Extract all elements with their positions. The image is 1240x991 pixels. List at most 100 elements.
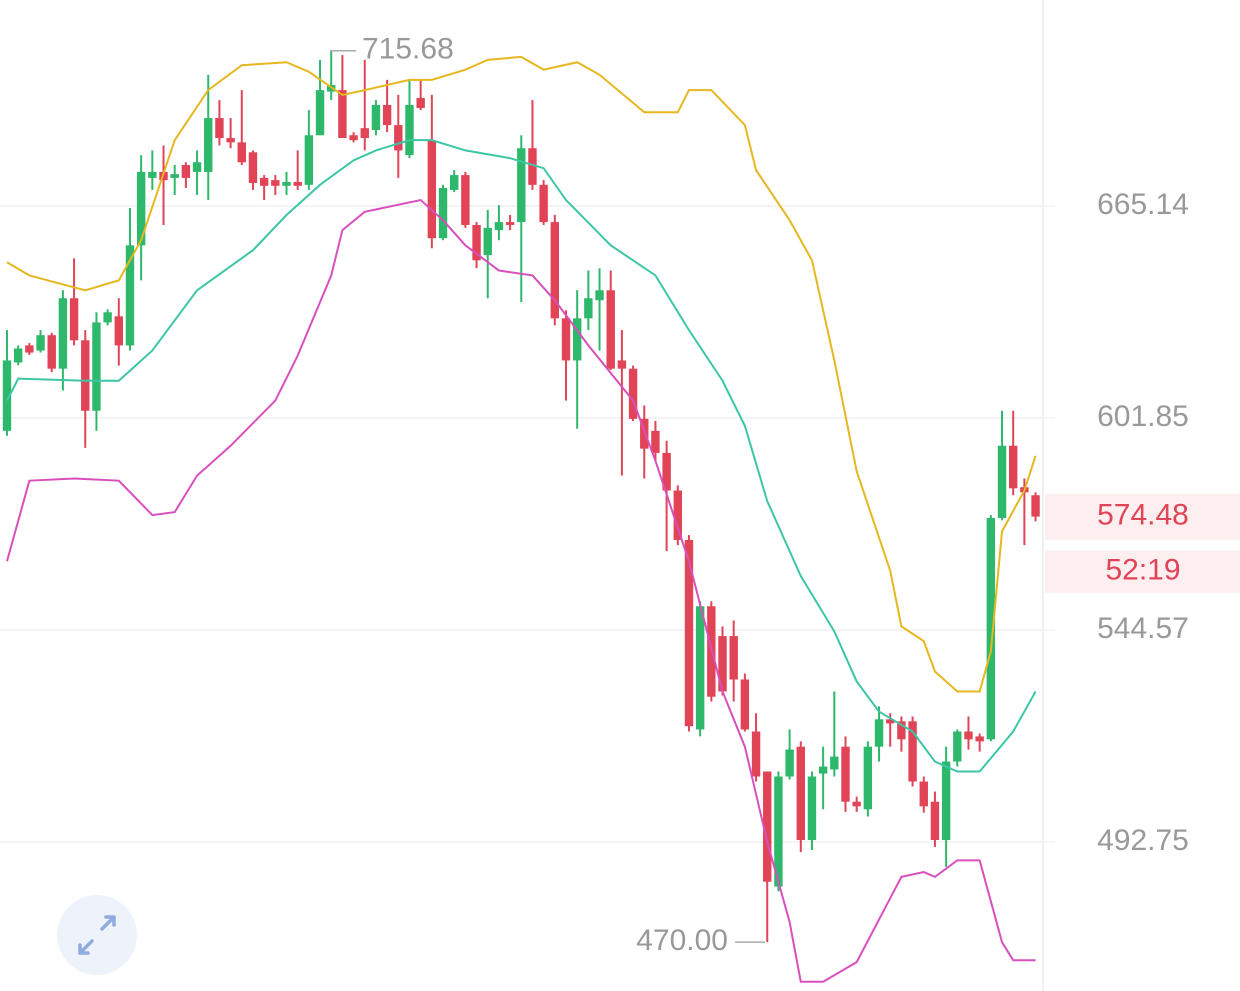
candle-body	[2, 360, 12, 431]
candle-body	[416, 97, 425, 108]
candle-body	[997, 445, 1007, 519]
candle-body	[628, 368, 638, 419]
candle-body	[438, 187, 448, 239]
candle-body	[92, 322, 101, 411]
candle-body	[584, 298, 593, 319]
expand-icon[interactable]	[78, 915, 116, 955]
candle-body	[617, 360, 627, 369]
candle-body	[248, 152, 258, 183]
candle-body	[114, 316, 123, 346]
candle-body	[36, 335, 45, 351]
candle-body	[360, 128, 369, 139]
candle-body	[382, 104, 392, 126]
candle-body	[908, 721, 917, 782]
band-line	[6, 139, 1037, 773]
min-label: 470.00	[636, 924, 728, 957]
band-line	[6, 198, 1036, 983]
candle-body	[215, 118, 224, 139]
y-tick-label: 665.14	[1097, 188, 1189, 221]
candle-body	[1009, 445, 1018, 489]
candle-body	[338, 90, 347, 139]
candle-body	[941, 761, 951, 841]
candle-body	[204, 118, 213, 172]
candle-body	[695, 606, 705, 730]
candle-body	[461, 175, 470, 225]
candle-body	[561, 318, 571, 361]
candle-body	[964, 731, 973, 740]
candle-body	[729, 636, 738, 680]
candle-body	[81, 340, 90, 411]
candle-body	[13, 348, 23, 363]
candle-body	[450, 175, 459, 190]
last-price-label: 574.48	[1097, 499, 1189, 532]
band-line	[6, 55, 1037, 693]
candle-body	[751, 731, 761, 777]
candle-body	[539, 184, 548, 223]
candle-body	[349, 135, 358, 141]
countdown-box	[1045, 550, 1240, 593]
candle-body	[740, 679, 750, 730]
candle-body	[684, 539, 694, 727]
candle-body	[818, 766, 828, 774]
candle-body	[796, 746, 805, 841]
candle-body	[226, 138, 235, 143]
candle-body	[315, 90, 325, 136]
candle-body	[58, 298, 68, 369]
candle-body	[930, 801, 940, 841]
candle-body	[371, 104, 381, 131]
y-tick-label: 544.57	[1097, 612, 1189, 645]
candle-body	[550, 222, 560, 319]
candle-body	[505, 222, 515, 225]
candle-body	[293, 181, 302, 186]
candle-body	[528, 148, 537, 185]
candle-body	[774, 776, 783, 887]
candle-body	[47, 335, 56, 369]
candle-body	[271, 180, 280, 186]
candle-body	[170, 174, 179, 178]
candle-body	[606, 290, 615, 369]
y-tick-label: 601.85	[1097, 400, 1189, 433]
candle-body	[181, 165, 191, 178]
expand-button[interactable]	[57, 895, 137, 975]
candle-body	[807, 776, 817, 841]
candle-body	[405, 104, 414, 156]
candle-body	[662, 452, 671, 491]
candle-body	[259, 177, 269, 186]
candle-body	[394, 125, 403, 151]
candle-body	[785, 749, 794, 777]
candle-body	[763, 771, 772, 882]
candle-body	[863, 746, 873, 810]
candle-body	[673, 490, 682, 540]
candle-body	[494, 222, 504, 231]
candle-body	[975, 736, 984, 742]
candle-body	[718, 636, 727, 692]
candle-body	[483, 227, 492, 256]
candle-body	[304, 135, 314, 185]
candle-body	[651, 430, 660, 453]
candle-body	[69, 298, 79, 341]
candle-body	[953, 731, 962, 762]
candle-body	[192, 162, 202, 172]
countdown-label: 52:19	[1105, 554, 1180, 587]
candle-body	[640, 418, 649, 449]
candle-body	[572, 318, 582, 361]
candle-body	[897, 721, 906, 740]
last-price-box	[1045, 493, 1240, 540]
candle-body	[472, 224, 481, 261]
candle-body	[25, 345, 34, 353]
candle-body	[103, 312, 112, 323]
max-label: 715.68	[362, 33, 454, 66]
candle-body	[595, 290, 604, 301]
candle-body	[427, 140, 437, 239]
y-tick-label: 492.75	[1097, 824, 1189, 857]
candle-body	[852, 801, 861, 807]
expand-button-bg[interactable]	[57, 895, 137, 975]
candle-body	[986, 518, 996, 740]
candle-body	[148, 171, 157, 178]
candle-body	[517, 148, 526, 223]
candle-body	[1031, 495, 1040, 517]
candle-body	[282, 181, 291, 186]
candle-body	[125, 245, 135, 346]
candle-body	[919, 781, 928, 807]
